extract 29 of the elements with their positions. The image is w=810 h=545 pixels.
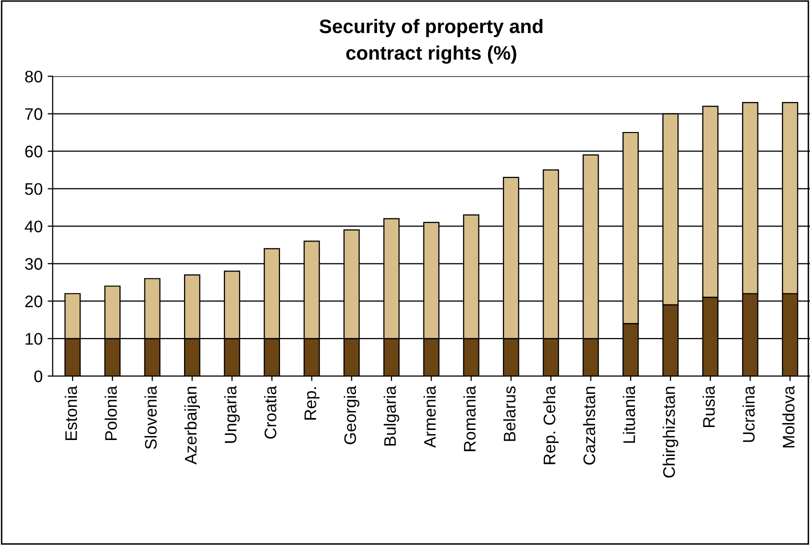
x-tick-label: Cazahstan: [583, 386, 596, 465]
y-tick-label: 60: [25, 146, 42, 158]
x-tick-label: Rep.: [304, 387, 320, 420]
x-tick-label: Slovenia: [144, 386, 157, 449]
y-tick-label: 20: [25, 296, 42, 308]
x-tick-label: Polonia: [104, 386, 117, 440]
x-tick-label: Romania: [463, 386, 476, 452]
x-tick-label: Azerbaijan: [184, 386, 200, 464]
y-tick-label: 30: [25, 258, 42, 270]
y-tick-label: 0: [34, 370, 42, 382]
y-tick-label: 10: [26, 332, 42, 345]
x-tick-label: Estonia: [64, 386, 78, 440]
x-tick-label: Moldova: [782, 386, 795, 448]
x-tick-label: Lituania: [622, 386, 636, 443]
x-tick-label: Bulgaria: [384, 386, 400, 446]
x-tick-label: Georgia: [344, 386, 360, 444]
x-tick-label: Croatia: [264, 386, 276, 439]
x-tick-label: Chirghizstan: [662, 386, 678, 478]
y-tick-label: 40: [24, 220, 42, 232]
x-tick-label: Armenia: [424, 386, 436, 448]
y-tick-label: 50: [25, 183, 42, 195]
x-tick-label: Belarus: [503, 386, 516, 441]
chart-title: Security of property and contract rights (%): [320, 18, 542, 64]
x-tick-label: Rusia: [702, 386, 715, 428]
x-tick-label: Rep. Ceha: [543, 386, 559, 464]
x-tick-label: Ucraina: [742, 386, 755, 442]
x-tick-label: Ungaria: [224, 386, 240, 443]
y-tick-label: 70: [25, 108, 42, 120]
y-tick-label: 80: [25, 70, 42, 83]
